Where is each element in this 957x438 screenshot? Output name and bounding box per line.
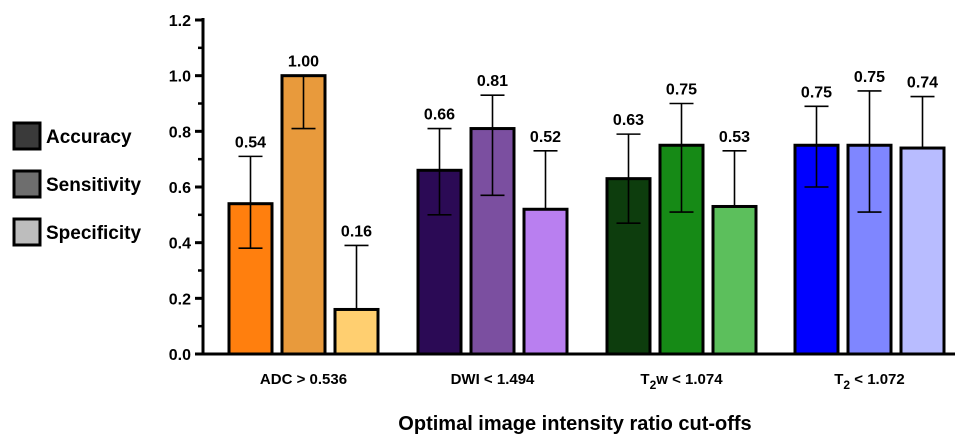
bar-group: 0.63 0.75 0.53 [605, 82, 758, 356]
bar [333, 307, 380, 356]
legend-item: Accuracy [12, 121, 132, 151]
y-axis: 0.0 0.2 0.4 0.6 0.8 1.0 1.2 [169, 13, 205, 364]
y-tick-label: 0.0 [169, 347, 191, 364]
data-label: 0.16 [341, 223, 372, 240]
y-tick-label: 0.2 [169, 291, 191, 308]
legend-label: Accuracy [46, 127, 132, 148]
data-label: 0.75 [666, 82, 697, 99]
y-tick-label: 0.4 [169, 236, 191, 253]
data-label: 1.00 [288, 54, 319, 71]
bar-group: 0.54 1.00 0.16 [227, 54, 380, 356]
data-label: 0.63 [613, 112, 644, 129]
bar [280, 74, 327, 356]
bar [522, 207, 569, 356]
legend-label: Specificity [46, 223, 141, 244]
legend-swatch [12, 169, 42, 199]
data-label: 0.74 [907, 75, 938, 92]
bars: 0.54 1.00 0.16 0.66 0.81 0.52 0.63 0.75 0.53 0.75… [227, 54, 946, 356]
y-tick-label: 1.2 [169, 13, 191, 30]
bar-group: 0.66 0.81 0.52 [416, 73, 569, 356]
data-label: 0.66 [424, 107, 455, 124]
x-category-label: DWI < 1.494 [451, 371, 535, 388]
bar [899, 146, 946, 356]
data-label: 0.81 [477, 73, 508, 90]
bar-group: 0.75 0.75 0.74 [793, 69, 946, 356]
x-category-label: T2w < 1.074 [640, 371, 723, 392]
x-category-label: ADC > 0.536 [260, 371, 347, 388]
legend-swatch [12, 121, 42, 151]
y-tick-label: 1.0 [169, 69, 191, 86]
legend-label: Sensitivity [46, 175, 141, 196]
data-label: 0.54 [235, 134, 266, 151]
data-label: 0.75 [801, 84, 832, 101]
data-label: 0.75 [854, 69, 885, 86]
data-label: 0.53 [719, 129, 750, 146]
legend: Accuracy Sensitivity Specificity [12, 121, 141, 247]
legend-swatch [12, 217, 42, 247]
bar [711, 204, 758, 356]
x-category-label: T2 < 1.072 [834, 371, 905, 392]
y-tick-label: 0.6 [169, 180, 191, 197]
x-axis: ADC > 0.536 DWI < 1.494 T2w < 1.074 T2 < 1.… [201, 352, 955, 392]
data-label: 0.52 [530, 129, 561, 146]
legend-item: Specificity [12, 217, 141, 247]
x-axis-title: Optimal image intensity ratio cut-offs [398, 413, 751, 435]
legend-item: Sensitivity [12, 169, 141, 199]
y-tick-label: 0.8 [169, 124, 191, 141]
